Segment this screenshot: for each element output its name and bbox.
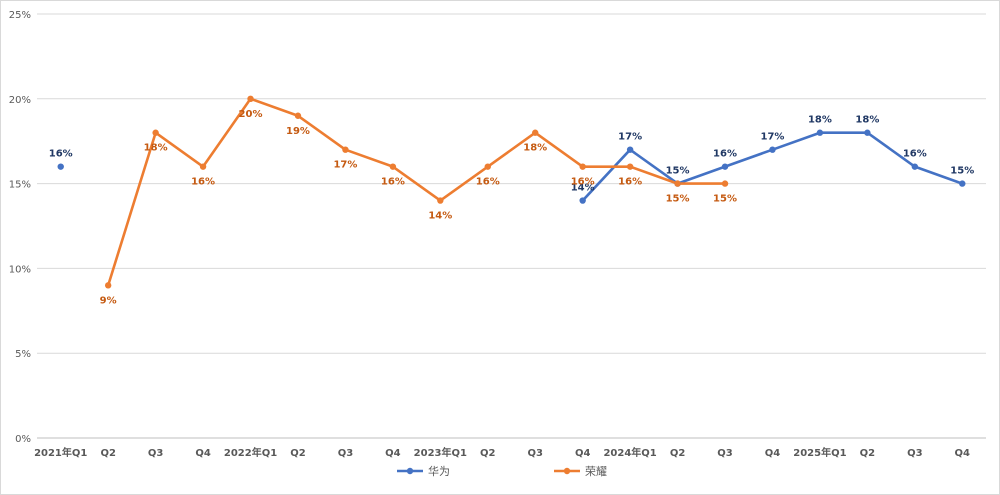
data-label: 15% bbox=[713, 194, 737, 205]
y-tick-label: 15% bbox=[9, 180, 31, 191]
series-line-2 bbox=[106, 97, 726, 286]
y-tick-label: 0% bbox=[15, 434, 31, 445]
series-points bbox=[57, 95, 966, 289]
data-point bbox=[484, 163, 491, 170]
data-point bbox=[626, 163, 634, 170]
data-label: 14% bbox=[428, 211, 452, 222]
data-label: 17% bbox=[618, 132, 642, 143]
data-point bbox=[769, 146, 776, 153]
legend-label: 荣耀 bbox=[585, 465, 607, 478]
data-label: 18% bbox=[808, 115, 832, 126]
x-tick-label: Q4 bbox=[195, 448, 211, 459]
x-tick-label: Q4 bbox=[385, 448, 401, 459]
data-label: 16% bbox=[903, 149, 927, 160]
x-tick-label: 2024年Q1 bbox=[603, 446, 656, 459]
data-point bbox=[104, 282, 112, 289]
data-label: 15% bbox=[950, 166, 974, 177]
gridlines bbox=[37, 13, 986, 439]
data-label: 16% bbox=[618, 177, 642, 188]
x-tick-label: Q3 bbox=[148, 448, 164, 459]
x-tick-label: Q4 bbox=[575, 448, 591, 459]
x-tick-label: 2021年Q1 bbox=[34, 446, 87, 459]
data-label: 18% bbox=[144, 143, 168, 154]
data-point bbox=[721, 180, 729, 187]
x-tick-label: Q2 bbox=[860, 448, 876, 459]
x-tick-label: Q3 bbox=[717, 448, 733, 459]
legend-marker bbox=[406, 467, 414, 475]
data-label: 20% bbox=[239, 109, 263, 120]
y-tick-label: 5% bbox=[15, 349, 31, 360]
x-tick-label: Q4 bbox=[765, 448, 781, 459]
data-label: 18% bbox=[523, 143, 547, 154]
data-label: 16% bbox=[381, 177, 405, 188]
x-tick-label: Q3 bbox=[338, 448, 354, 459]
series-lines bbox=[106, 97, 963, 286]
y-tick-label: 25% bbox=[9, 10, 31, 21]
x-tick-label: Q2 bbox=[670, 448, 686, 459]
data-point bbox=[532, 129, 539, 136]
data-label: 15% bbox=[666, 194, 690, 205]
series-line-1 bbox=[581, 131, 963, 202]
data-label: 16% bbox=[191, 177, 215, 188]
data-label: 14% bbox=[571, 183, 595, 194]
data-point bbox=[389, 163, 397, 170]
x-tick-label: Q3 bbox=[907, 448, 923, 459]
legend-marker bbox=[563, 467, 571, 475]
data-point bbox=[911, 163, 919, 170]
y-axis: 0% 5% 10% 15% 20% 25% bbox=[9, 10, 31, 445]
data-point bbox=[959, 180, 966, 187]
x-tick-label: Q2 bbox=[480, 448, 496, 459]
data-point bbox=[342, 146, 349, 153]
data-point bbox=[721, 163, 729, 170]
x-axis: 2021年Q1 Q2 Q3 Q4 2022年Q1 Q2 Q3 Q4 2023年Q1 Q2 Q3 Q4 2… bbox=[34, 446, 970, 459]
legend: 华为 荣耀 bbox=[397, 464, 607, 478]
data-point bbox=[247, 95, 254, 103]
x-tick-label: Q2 bbox=[100, 448, 116, 459]
data-point bbox=[294, 112, 302, 119]
data-point bbox=[626, 146, 634, 153]
data-point bbox=[437, 197, 444, 204]
x-tick-label: 2022年Q1 bbox=[224, 446, 277, 459]
x-tick-label: Q3 bbox=[527, 448, 543, 459]
data-label: 17% bbox=[761, 132, 785, 143]
data-point bbox=[674, 180, 681, 187]
y-tick-label: 20% bbox=[9, 95, 31, 106]
data-label: 9% bbox=[100, 295, 117, 306]
data-label: 16% bbox=[49, 149, 73, 160]
data-label: 16% bbox=[713, 149, 737, 160]
data-point bbox=[864, 129, 871, 136]
data-label: 15% bbox=[666, 166, 690, 177]
data-labels: 16%14%17%15%16%17%18% 18%16%15%9%18%16%20… bbox=[49, 109, 974, 307]
data-point bbox=[816, 129, 824, 136]
data-point bbox=[579, 197, 586, 204]
x-tick-label: 2025年Q1 bbox=[793, 446, 846, 459]
data-label: 19% bbox=[286, 126, 310, 137]
data-label: 16% bbox=[476, 177, 500, 188]
data-label: 17% bbox=[333, 160, 357, 171]
data-label: 16% bbox=[571, 177, 595, 188]
x-tick-label: Q2 bbox=[290, 448, 306, 459]
data-point bbox=[152, 129, 159, 136]
data-point bbox=[57, 163, 64, 170]
y-tick-label: 10% bbox=[9, 264, 31, 275]
x-tick-label: Q4 bbox=[955, 448, 971, 459]
x-tick-label: 2023年Q1 bbox=[414, 446, 467, 459]
data-point bbox=[199, 163, 207, 170]
data-point bbox=[579, 163, 586, 170]
legend-label: 华为 bbox=[428, 464, 450, 478]
data-label: 18% bbox=[855, 115, 879, 126]
